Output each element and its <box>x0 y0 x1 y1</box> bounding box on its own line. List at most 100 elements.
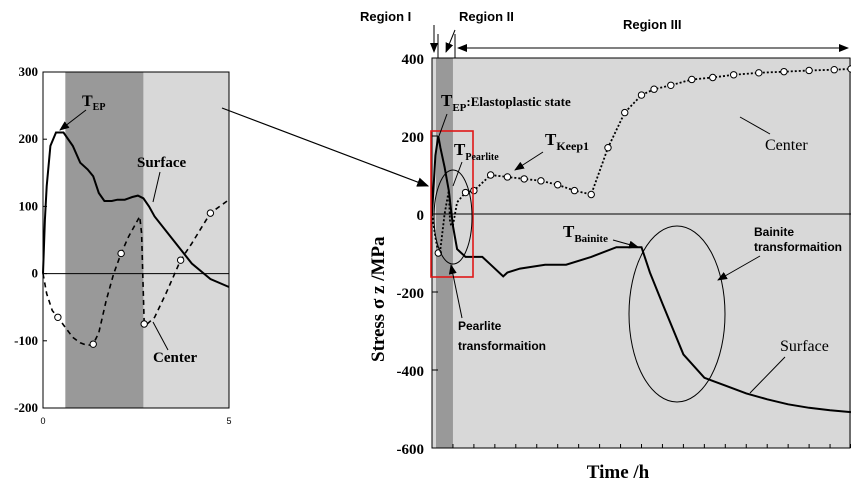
inset-label-tep-t: T <box>82 93 93 110</box>
label-tpearlite-t: T <box>454 140 466 159</box>
main-y-tick-label: 400 <box>402 52 425 68</box>
tbainite-pointer <box>612 239 639 249</box>
inset-y-ticks: 300 200 100 0 -100 -200 <box>14 64 47 415</box>
main-center-marker <box>461 188 470 197</box>
main-center-marker <box>520 175 528 183</box>
label-bainite-transformation-2: transformaition <box>754 240 842 254</box>
tep-pointer <box>438 113 448 137</box>
surface-pointer <box>749 356 786 394</box>
label-tep: TEP:Elastoplastic state <box>441 91 571 114</box>
inset-label-surface: Surface <box>137 155 186 171</box>
main-y-tick-label: 0 <box>417 208 425 224</box>
label-tbainite-sub: Bainite <box>574 233 608 245</box>
inset-center-marker <box>89 340 97 348</box>
main-center-marker <box>709 73 717 82</box>
bainite-ellipse <box>628 225 726 403</box>
main-center-marker <box>667 81 675 90</box>
label-tpearlite: TPearlite <box>454 140 499 163</box>
label-tpearlite-sub: Pearlite <box>465 152 499 163</box>
main-center-marker <box>587 190 595 199</box>
region-iii-label: Region III <box>623 17 682 32</box>
main-center-marker <box>503 173 512 181</box>
inset-center-marker <box>117 249 125 258</box>
inset-center-marker <box>176 256 185 264</box>
label-tbainite: TBainite <box>563 222 608 245</box>
inset-y-tick-label: 300 <box>19 64 39 79</box>
label-tkeep1: TKeep1 <box>545 130 589 153</box>
main-center-marker <box>729 71 738 79</box>
inset-shade-light <box>143 72 229 408</box>
tkeep1-pointer <box>514 151 544 171</box>
main-shade-region-i-ii <box>436 58 453 448</box>
inset-y-tick-label: 0 <box>32 266 39 281</box>
inset-surface-pointer <box>152 171 161 203</box>
tpearlite-pointer <box>452 161 463 187</box>
main-y-tick-label: 200 <box>402 130 425 146</box>
inset-y-tick-label: 200 <box>19 131 39 146</box>
main-center-marker <box>830 66 838 74</box>
main-x-axis-title: Time /h <box>587 462 650 483</box>
main-y-axis-title: Stress σ z /MPa <box>368 236 389 362</box>
label-surface: Surface <box>780 338 829 355</box>
bainite-pointer <box>717 255 761 281</box>
label-tep-sub: EP <box>452 102 466 114</box>
main-center-marker <box>554 181 562 189</box>
zoom-connector-arrow <box>221 107 430 187</box>
label-pearlite-transformation-2: transformaition <box>458 339 546 353</box>
main-center-marker <box>570 186 579 195</box>
center-pointer <box>739 116 771 135</box>
main-center-marker <box>755 69 763 77</box>
inset-center-marker <box>54 313 62 321</box>
inset-series-center <box>42 199 230 347</box>
main-chart: 400 200 0 -200 -400 -600 Region I Region II R… <box>360 9 851 483</box>
main-center-marker <box>537 177 545 185</box>
region-ii-arrow <box>445 29 456 53</box>
inset-y-tick-label: -200 <box>14 400 38 415</box>
inset-x-tick-label: 0 <box>40 416 45 426</box>
label-tep-t: T <box>441 91 453 110</box>
inset-center-pointer <box>152 321 169 351</box>
main-x-minor-ticks <box>431 444 851 448</box>
main-y-tick-label: -400 <box>397 364 425 380</box>
main-center-marker <box>604 144 612 152</box>
region-ii-label: Region II <box>459 9 514 24</box>
label-tbainite-t: T <box>563 222 575 241</box>
inset-center-marker <box>140 320 148 328</box>
label-center: Center <box>765 137 808 154</box>
main-center-marker <box>470 186 478 195</box>
label-bainite-transformation-1: Bainite <box>754 225 794 239</box>
main-center-marker <box>780 67 788 76</box>
inset-y-tick-label: -100 <box>14 333 38 348</box>
main-center-marker <box>805 66 813 75</box>
region-i-label: Region I <box>360 9 411 24</box>
inset-shade-dark <box>65 72 144 408</box>
inset-plot-frame <box>42 71 230 409</box>
main-shade-region-iii <box>432 58 851 448</box>
inset-label-center: Center <box>153 350 197 366</box>
main-y-ticks: 400 200 0 -200 -400 -600 <box>397 52 438 458</box>
main-y-tick-label: -200 <box>397 286 425 302</box>
label-pearlite-transformation-1: Pearlite <box>458 319 502 333</box>
inset-series-surface <box>42 131 230 288</box>
main-center-marker <box>637 91 646 99</box>
inset-label-tep-sub: EP <box>93 102 106 113</box>
inset-y-tick-label: 100 <box>19 198 39 213</box>
main-center-marker <box>650 85 658 93</box>
pearlite-pointer <box>448 264 463 319</box>
main-series-surface <box>431 135 851 414</box>
inset-center-markers <box>54 209 215 348</box>
main-center-marker <box>688 75 696 84</box>
label-tkeep1-sub: Keep1 <box>556 139 589 153</box>
pearlite-ellipse <box>433 169 473 265</box>
inset-tep-pointer <box>59 109 87 131</box>
label-tep-desc: :Elastoplastic state <box>466 94 571 109</box>
zoom-box <box>430 130 474 278</box>
main-y-tick-label: -600 <box>397 442 425 458</box>
main-center-marker <box>621 108 629 117</box>
inset-center-marker <box>206 209 215 217</box>
main-center-markers <box>434 65 851 257</box>
main-center-marker <box>486 171 495 179</box>
